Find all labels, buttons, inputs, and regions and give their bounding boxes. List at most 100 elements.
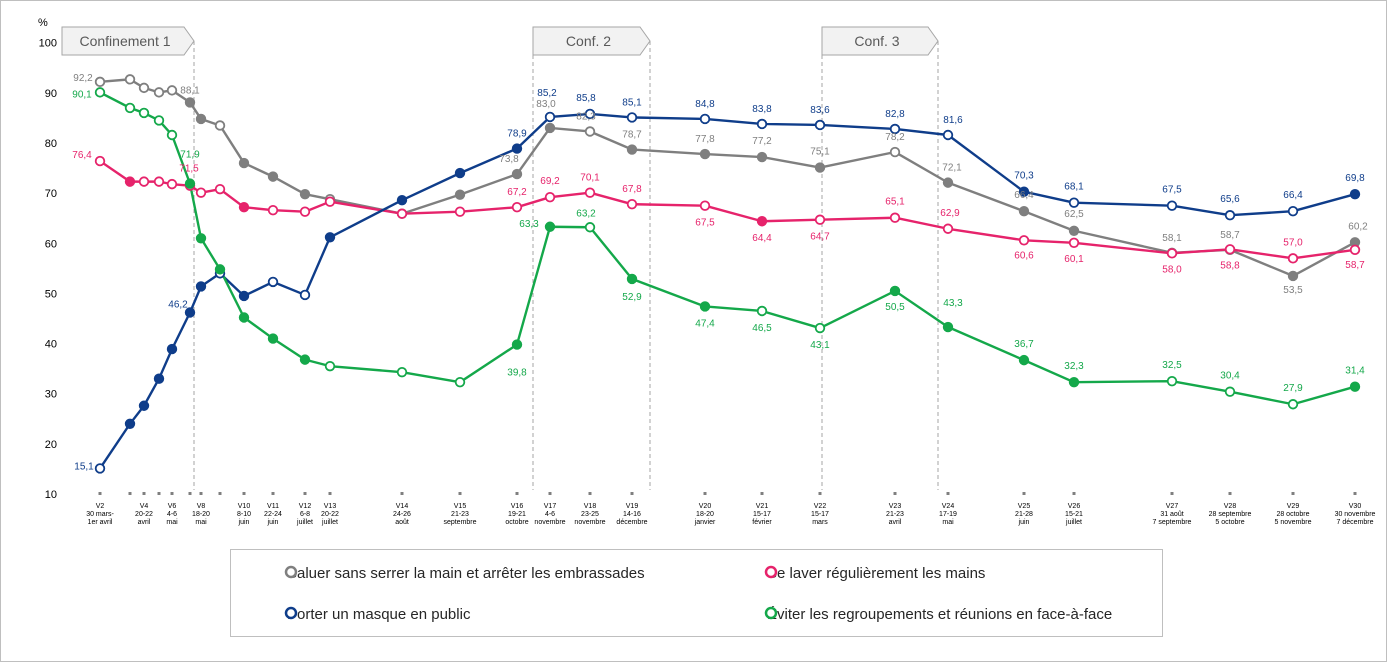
data-point <box>299 206 311 217</box>
data-label: 70,1 <box>580 173 600 184</box>
data-label: 69,8 <box>1345 173 1365 184</box>
data-label: 77,8 <box>695 134 715 145</box>
data-point <box>214 264 226 275</box>
data-point <box>626 273 638 285</box>
series-line <box>99 91 1356 406</box>
data-point <box>324 232 336 243</box>
x-tick-period: février <box>752 519 772 526</box>
data-point <box>299 188 311 200</box>
data-label: 58,7 <box>1220 230 1240 241</box>
data-label: 64,4 <box>752 233 772 244</box>
x-tick-label: V16 <box>511 503 524 510</box>
legend-label: Se laver régulièrement les mains <box>767 564 986 582</box>
x-tick-label: V17 <box>544 503 557 510</box>
data-point <box>889 123 901 135</box>
x-tick-label: V22 <box>814 503 827 510</box>
data-point <box>396 366 408 378</box>
data-point <box>1349 188 1361 200</box>
data-label: 32,3 <box>1064 361 1084 372</box>
data-label: 66,4 <box>1014 190 1034 201</box>
data-point <box>942 223 954 234</box>
legend-marker-icon <box>284 606 298 620</box>
data-label: 60,6 <box>1014 250 1034 261</box>
x-tick-mark <box>142 492 146 495</box>
data-point <box>814 119 826 131</box>
data-point <box>94 87 106 98</box>
legend-item-saluer: Saluer sans serrer la main et arrêter le… <box>283 564 645 582</box>
x-tick-date: 18-20 <box>192 511 210 518</box>
data-point <box>1018 206 1030 217</box>
x-tick-period: 5 octobre <box>1215 519 1244 526</box>
data-point <box>1018 235 1030 246</box>
data-point <box>1224 386 1236 397</box>
y-tick-label: 10 <box>45 489 57 501</box>
series-line <box>99 78 1356 278</box>
x-tick-period: avril <box>889 519 902 526</box>
data-point <box>584 222 596 233</box>
data-point <box>1166 200 1178 211</box>
data-point <box>238 201 250 213</box>
data-point <box>153 176 165 187</box>
y-axis: % 10 20 30 40 50 60 70 80 90 100 <box>38 17 57 501</box>
x-tick-label: V28 <box>1224 503 1237 510</box>
data-point <box>1166 375 1178 387</box>
x-tick-period: 1er avril <box>88 519 113 526</box>
data-point <box>1068 376 1080 388</box>
data-label: 72,1 <box>942 163 962 174</box>
data-point <box>454 189 466 200</box>
data-label: 77,2 <box>752 136 772 147</box>
x-tick-date: 30 mars- <box>86 511 114 518</box>
y-tick-label: 100 <box>39 38 57 50</box>
data-point <box>626 198 638 210</box>
x-tick-period: juillet <box>1065 519 1082 526</box>
data-point <box>942 129 954 141</box>
x-tick-date: 21-23 <box>886 511 904 518</box>
data-label: 30,4 <box>1220 371 1240 382</box>
data-point <box>889 285 901 297</box>
x-tick-date: 15-17 <box>753 511 771 518</box>
data-label: 83,8 <box>752 104 772 115</box>
x-tick-mark <box>818 492 822 495</box>
x-tick-mark <box>328 492 332 495</box>
data-label: 53,5 <box>1283 285 1303 296</box>
data-point <box>124 176 136 187</box>
data-label: 78,7 <box>622 130 642 141</box>
x-tick-label: V29 <box>1287 503 1300 510</box>
data-label: 43,1 <box>810 340 830 351</box>
data-point <box>699 200 711 211</box>
y-tick-label: 80 <box>45 138 57 150</box>
x-tick-period: octobre <box>505 519 528 526</box>
lockdown-label: Conf. 2 <box>566 33 611 49</box>
data-label: 70,3 <box>1014 171 1034 182</box>
data-point <box>267 333 279 344</box>
y-unit-label: % <box>38 17 48 29</box>
data-label: 52,9 <box>622 292 642 303</box>
legend-label: Saluer sans serrer la main et arrêter le… <box>287 564 645 582</box>
x-tick-date: 22-24 <box>264 511 282 518</box>
x-tick-period: novembre <box>534 519 565 526</box>
x-tick-label: V12 <box>299 503 312 510</box>
data-point <box>94 155 106 167</box>
x-tick-mark <box>515 492 519 495</box>
x-tick-date: 20-22 <box>321 511 339 518</box>
data-point <box>138 107 150 119</box>
x-tick-period: 5 novembre <box>1275 519 1312 526</box>
legend-item-laver: Se laver régulièrement les mains <box>763 564 985 582</box>
data-point <box>1287 270 1299 282</box>
x-tick-label: V15 <box>454 503 467 510</box>
data-label: 67,5 <box>695 218 715 229</box>
x-tick-mark <box>157 492 161 495</box>
data-point <box>584 187 596 198</box>
x-tick-mark <box>1228 492 1232 495</box>
data-point <box>238 312 250 323</box>
x-tick-date: 28 septembre <box>1209 511 1252 518</box>
data-label: 88,1 <box>180 85 200 96</box>
data-point <box>814 162 826 173</box>
data-point <box>153 87 165 98</box>
x-tick-mark <box>1170 492 1174 495</box>
x-tick-period: septembre <box>443 519 476 526</box>
legend-label: Porter un masque en public <box>287 605 471 623</box>
x-tick-mark <box>1353 492 1357 495</box>
x-tick-mark <box>218 492 222 495</box>
legend-marker-icon <box>764 606 778 620</box>
